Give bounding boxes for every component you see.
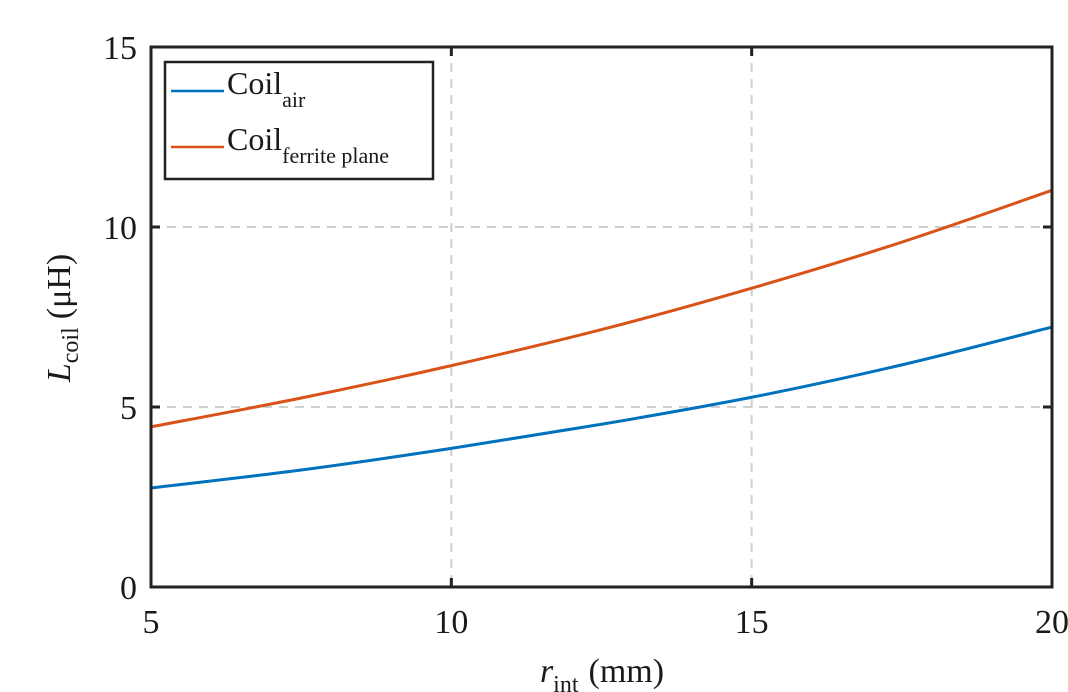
legend-label-subscript: air <box>282 87 306 112</box>
legend-label-subscript: ferrite plane <box>282 143 389 168</box>
y-axis-title-subscript: coil <box>58 327 84 363</box>
x-tick-label: 15 <box>735 604 769 641</box>
series-lines <box>150 188 1053 490</box>
legend-label-coil-air: Coilair <box>227 65 306 112</box>
y-tick-label: 0 <box>120 570 137 607</box>
y-tick-label: 15 <box>103 30 137 67</box>
y-tick-label: 5 <box>120 390 137 427</box>
series-line-coil-ferrite-plane <box>150 188 1053 429</box>
x-tick-label: 10 <box>434 604 468 641</box>
x-axis-title-subscript: int <box>553 672 579 692</box>
x-tick-label: 20 <box>1035 604 1068 641</box>
x-axis-title: rint (mm) <box>540 653 664 692</box>
grid-lines <box>151 47 1052 587</box>
series-line-coil-air <box>150 325 1053 490</box>
legend-label-main: Coil <box>227 121 282 157</box>
legend-label-coil-ferrite-plane: Coilferrite plane <box>227 121 389 168</box>
x-axis-title-unit: (mm) <box>589 653 665 690</box>
y-axis-title-symbol: L <box>41 363 78 383</box>
y-tick-label: 10 <box>103 210 137 247</box>
x-axis-title-symbol: r <box>540 653 554 690</box>
y-axis-title-unit: (μH) <box>41 254 78 319</box>
plot-area-frame <box>149 45 1054 589</box>
y-axis-title: Lcoil (μH) <box>41 254 84 383</box>
legend-box <box>163 60 435 181</box>
x-tick-label: 5 <box>143 604 160 641</box>
legend: Coilair Coilferrite plane <box>163 60 435 181</box>
legend-label-main: Coil <box>227 65 282 101</box>
